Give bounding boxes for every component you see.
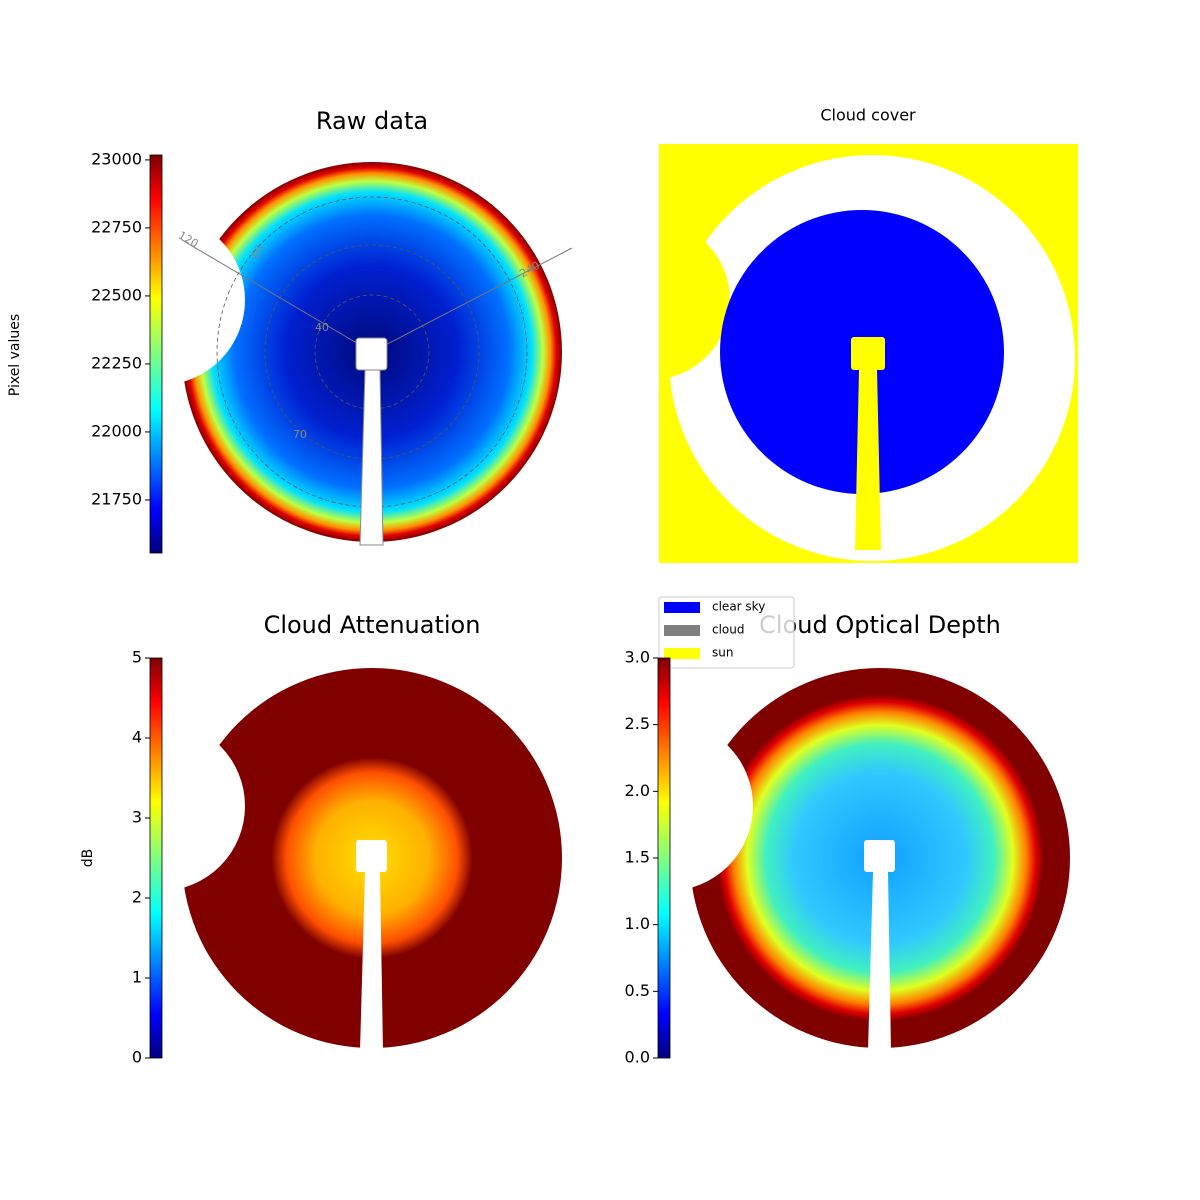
legend-swatch <box>664 625 700 636</box>
tick-label: 3.0 <box>625 648 650 667</box>
colorbar <box>149 154 163 554</box>
attenuation-image <box>75 668 562 1051</box>
tick-label: 5 <box>132 648 142 667</box>
title: Cloud Attenuation <box>264 611 481 639</box>
tick-label: 23000 <box>91 149 142 168</box>
legend-label: sun <box>712 646 733 660</box>
colorbar <box>149 657 163 1059</box>
tick-label: 21750 <box>91 489 142 508</box>
colorbar-label: dB <box>80 849 96 868</box>
tick-label: 1 <box>132 968 142 987</box>
tick-label: 1.0 <box>625 914 650 933</box>
tick-label: 22500 <box>91 285 142 304</box>
raw-image <box>75 162 573 546</box>
title: Cloud Optical Depth <box>759 611 1001 639</box>
legend: clear sky cloud sun <box>658 596 795 669</box>
tick-label: 0.5 <box>625 981 650 1000</box>
tick-label: 22000 <box>91 421 142 440</box>
tick-label: 22250 <box>91 353 142 372</box>
tick-label: 2.5 <box>625 714 650 733</box>
legend-swatch <box>664 648 700 659</box>
cod-image <box>583 668 1070 1051</box>
polar-label: 40 <box>315 321 329 334</box>
legend-label: cloud <box>712 623 745 637</box>
title: Raw data <box>316 107 428 135</box>
tick-label: 3 <box>132 808 142 827</box>
polar-label: 70 <box>293 428 307 441</box>
colorbar <box>657 657 671 1059</box>
tick-label: 1.5 <box>625 848 650 867</box>
title: Cloud cover <box>820 106 916 125</box>
colorbar-label: Pixel values <box>7 314 23 396</box>
tick-label: 2 <box>132 888 142 907</box>
cloud-cover-image <box>659 144 1078 563</box>
tick-label: 22750 <box>91 217 142 236</box>
legend-swatch <box>664 602 700 613</box>
legend-label: clear sky <box>712 600 765 614</box>
tick-label: 2.0 <box>625 781 650 800</box>
tick-label: 4 <box>132 728 142 747</box>
tick-label: 0.0 <box>625 1048 650 1067</box>
tick-label: 0 <box>132 1048 142 1067</box>
polar-label: 60 <box>248 242 266 261</box>
